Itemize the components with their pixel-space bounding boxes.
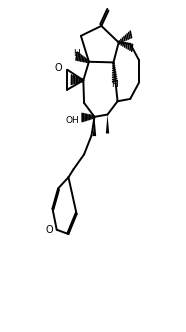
Text: OH: OH	[66, 116, 80, 125]
Text: H: H	[111, 80, 118, 90]
Polygon shape	[106, 115, 109, 133]
Text: O: O	[55, 63, 62, 73]
Polygon shape	[93, 117, 96, 136]
Text: O: O	[45, 225, 53, 235]
Text: H: H	[73, 49, 80, 58]
